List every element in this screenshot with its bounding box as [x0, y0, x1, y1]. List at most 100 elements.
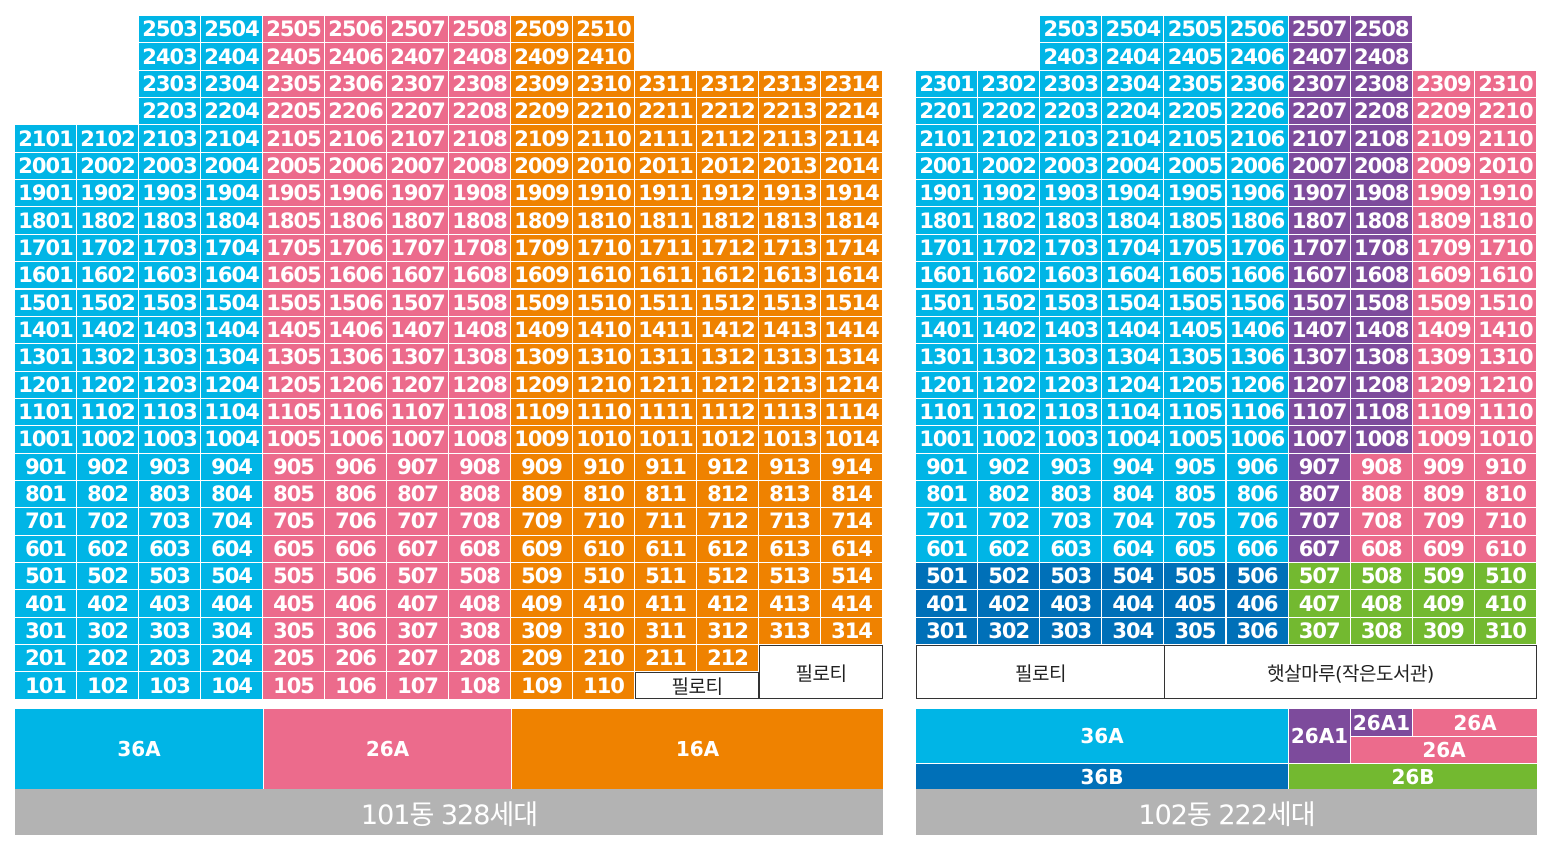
unit-cell-102-2301: 2301: [916, 70, 979, 99]
unit-cell-101-2506: 2506: [325, 16, 387, 44]
legend-label: 26A: [1453, 710, 1497, 735]
unit-cell-102-1803: 1803: [1040, 207, 1103, 235]
unit-cell-101-2009: 2009: [511, 152, 573, 181]
unit-cell-101-2001: 2001: [15, 152, 77, 181]
unit-cell-101-606: 606: [325, 535, 387, 563]
unit-cell-101-2311: 2311: [635, 70, 697, 99]
unit-cell-102-1207: 1207: [1288, 371, 1351, 399]
unit-cell-101-1601: 1601: [15, 262, 77, 290]
unit-cell-101-1902: 1902: [77, 180, 139, 208]
unit-cell-102-906: 906: [1226, 453, 1289, 481]
unit-cell-101-2409: 2409: [511, 43, 573, 71]
unit-cell-101-811: 811: [635, 480, 697, 509]
unit-cell-101-2113: 2113: [759, 125, 821, 153]
unit-cell-102-1307: 1307: [1288, 344, 1351, 372]
unit-cell-102-706: 706: [1226, 508, 1289, 536]
unit-cell-101-1708: 1708: [449, 234, 511, 263]
unit-cell-101-1513: 1513: [759, 289, 821, 317]
unit-cell-102-1610: 1610: [1474, 262, 1537, 290]
unit-cell-102-2209: 2209: [1412, 98, 1475, 126]
building-102-footer: 102동 222세대: [916, 789, 1537, 835]
unit-cell-101-208: 208: [449, 645, 511, 673]
unit-cell-102-704: 704: [1102, 508, 1165, 536]
unit-cell-102-2010: 2010: [1474, 152, 1537, 181]
unit-cell-101-903: 903: [139, 453, 201, 481]
unit-cell-101-1906: 1906: [325, 180, 387, 208]
unit-cell-101-1314: 1314: [821, 344, 883, 372]
unit-cell-102-1109: 1109: [1412, 398, 1475, 427]
unit-cell-101-1509: 1509: [511, 289, 573, 317]
unit-cell-101-2306: 2306: [325, 70, 387, 99]
unit-cell-101-714: 714: [821, 508, 883, 536]
unit-cell-102-2303: 2303: [1040, 70, 1103, 99]
unit-cell-101-1813: 1813: [759, 207, 821, 235]
unit-cell-101-310: 310: [573, 617, 635, 646]
unit-cell-101-408: 408: [449, 590, 511, 618]
unit-cell-101-1113: 1113: [759, 398, 821, 427]
unit-cell-101-707: 707: [387, 508, 449, 536]
unit-cell-102-1201: 1201: [916, 371, 979, 399]
unit-cell-102-407: 407: [1288, 590, 1351, 618]
unit-cell-101-1111: 1111: [635, 398, 697, 427]
unit-cell-102-1601: 1601: [916, 262, 979, 290]
unit-cell-102-2504: 2504: [1102, 16, 1165, 44]
unit-cell-101-1105: 1105: [263, 398, 325, 427]
unit-cell-101-2207: 2207: [387, 98, 449, 126]
unit-cell-102-2408: 2408: [1350, 43, 1413, 71]
unit-cell-102-1106: 1106: [1226, 398, 1289, 427]
unit-cell-101-2407: 2407: [387, 43, 449, 71]
unit-cell-102-507: 507: [1288, 563, 1351, 591]
unit-cell-101-2405: 2405: [263, 43, 325, 71]
unit-cell-101-1712: 1712: [697, 234, 759, 263]
unit-cell-101-906: 906: [325, 453, 387, 481]
unit-cell-101-1802: 1802: [77, 207, 139, 235]
unit-cell-101-2313: 2313: [759, 70, 821, 99]
unit-cell-101-1614: 1614: [821, 262, 883, 290]
small-library-box: 햇살마루(작은도서관): [1164, 645, 1537, 699]
unit-cell-101-1208: 1208: [449, 371, 511, 399]
unit-cell-102-1303: 1303: [1040, 344, 1103, 372]
unit-cell-102-1802: 1802: [978, 207, 1041, 235]
unit-cell-101-2209: 2209: [511, 98, 573, 126]
legend-102-26A1-large: 26A1: [1288, 709, 1350, 763]
unit-cell-101-1806: 1806: [325, 207, 387, 235]
unit-cell-101-308: 308: [449, 617, 511, 646]
unit-cell-101-501: 501: [15, 563, 77, 591]
unit-cell-101-1502: 1502: [77, 289, 139, 317]
unit-cell-102-708: 708: [1350, 508, 1413, 536]
unit-cell-102-903: 903: [1040, 453, 1103, 481]
unit-cell-101-2505: 2505: [263, 16, 325, 44]
unit-cell-101-1412: 1412: [697, 316, 759, 345]
unit-cell-102-504: 504: [1102, 563, 1165, 591]
unit-cell-102-1404: 1404: [1102, 316, 1165, 345]
unit-cell-101-1609: 1609: [511, 262, 573, 290]
unit-cell-102-1810: 1810: [1474, 207, 1537, 235]
unit-cell-101-1511: 1511: [635, 289, 697, 317]
unit-cell-101-2308: 2308: [449, 70, 511, 99]
unit-cell-101-703: 703: [139, 508, 201, 536]
unit-cell-101-905: 905: [263, 453, 325, 481]
unit-cell-101-105: 105: [263, 672, 325, 700]
unit-cell-101-411: 411: [635, 590, 697, 618]
small-library-label: 햇살마루(작은도서관): [1267, 662, 1434, 685]
unit-cell-101-211: 211: [635, 645, 697, 673]
unit-cell-102-1205: 1205: [1164, 371, 1227, 399]
unit-cell-101-1706: 1706: [325, 234, 387, 263]
unit-cell-102-701: 701: [916, 508, 979, 536]
legend-102-26B: 26B: [1288, 763, 1537, 789]
unit-cell-102-509: 509: [1412, 563, 1475, 591]
unit-cell-101-2508: 2508: [449, 16, 511, 44]
unit-cell-101-1905: 1905: [263, 180, 325, 208]
unit-cell-102-1904: 1904: [1102, 180, 1165, 208]
legend-label: 36B: [1080, 764, 1124, 789]
unit-cell-102-1504: 1504: [1102, 289, 1165, 317]
unit-cell-102-1101: 1101: [916, 398, 979, 427]
unit-cell-101-1407: 1407: [387, 316, 449, 345]
unit-cell-101-713: 713: [759, 508, 821, 536]
unit-cell-101-1907: 1907: [387, 180, 449, 208]
unit-cell-101-2410: 2410: [573, 43, 635, 71]
unit-cell-101-602: 602: [77, 535, 139, 563]
unit-cell-101-506: 506: [325, 563, 387, 591]
unit-cell-101-1001: 1001: [15, 426, 77, 454]
unit-cell-101-206: 206: [325, 645, 387, 673]
